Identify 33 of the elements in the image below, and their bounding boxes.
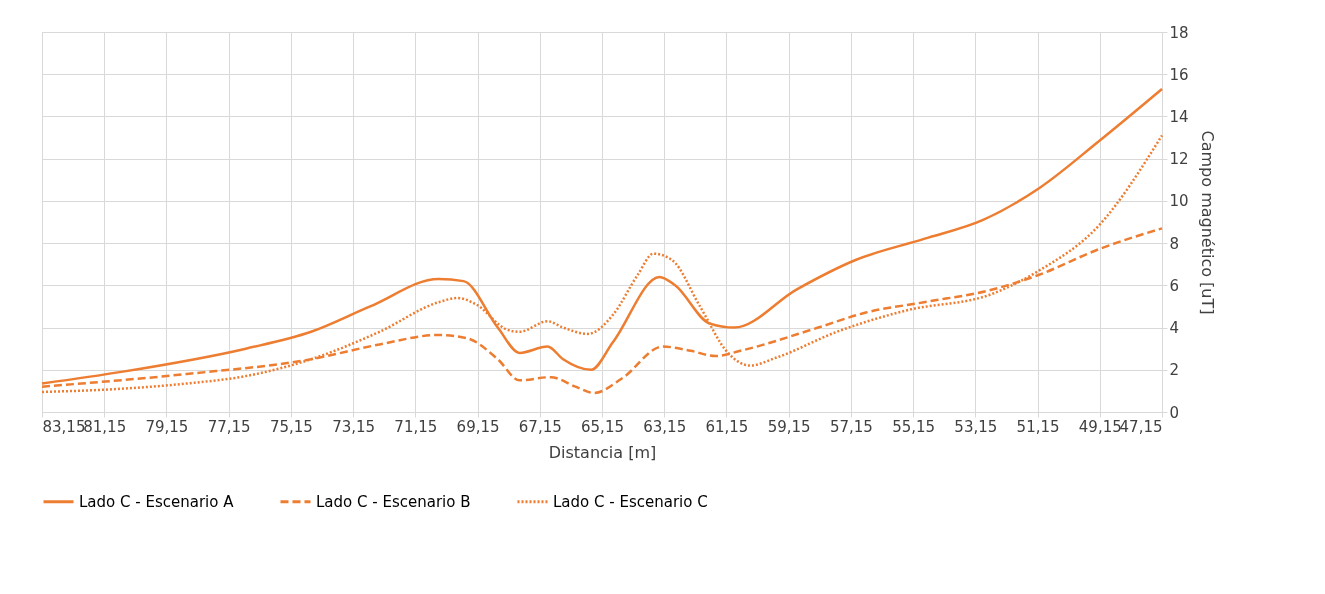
y-tick-label: 2 (1169, 361, 1180, 380)
y-tick-label: 6 (1169, 276, 1180, 295)
x-axis-title: Distancia [m] (548, 442, 657, 462)
y-tick-label: 18 (1169, 23, 1189, 42)
x-tick-label: 55,15 (892, 417, 936, 436)
x-tick-label: 65,15 (581, 417, 624, 436)
legend-label: Lado C - Escenario B (316, 492, 471, 511)
x-tick-label: 59,15 (767, 417, 811, 436)
x-tick-label: 75,15 (269, 417, 313, 436)
y-tick-label: 16 (1169, 65, 1189, 84)
y-tick-label: 14 (1169, 107, 1189, 126)
y-axis-title: Campo magnético [uT] (1197, 130, 1217, 315)
x-tick-label: 73,15 (332, 417, 376, 436)
y-tick-label: 10 (1169, 192, 1189, 211)
x-tick-label: 63,15 (643, 417, 687, 436)
y-tick-label: 4 (1169, 319, 1180, 338)
y-tick-label: 12 (1169, 150, 1189, 169)
y-tick-label: 8 (1169, 234, 1180, 253)
x-tick-label: 81,15 (83, 417, 127, 436)
x-tick-label: 61,15 (705, 417, 749, 436)
legend-label: Lado C - Escenario A (79, 492, 235, 511)
y-tick-label: 0 (1169, 403, 1180, 422)
x-tick-label: 57,15 (829, 417, 873, 436)
x-tick-label: 53,15 (954, 417, 998, 436)
legend-label: Lado C - Escenario C (553, 492, 708, 511)
x-tick-label: 79,15 (145, 417, 189, 436)
x-tick-label: 67,15 (518, 417, 562, 436)
x-tick-label: 71,15 (394, 417, 438, 436)
x-tick-label: 47,15 (1119, 417, 1163, 436)
x-tick-label: 77,15 (207, 417, 251, 436)
x-tick-label: 69,15 (456, 417, 500, 436)
x-tick-label: 51,15 (1016, 417, 1060, 436)
x-tick-label: 49,15 (1078, 417, 1122, 436)
